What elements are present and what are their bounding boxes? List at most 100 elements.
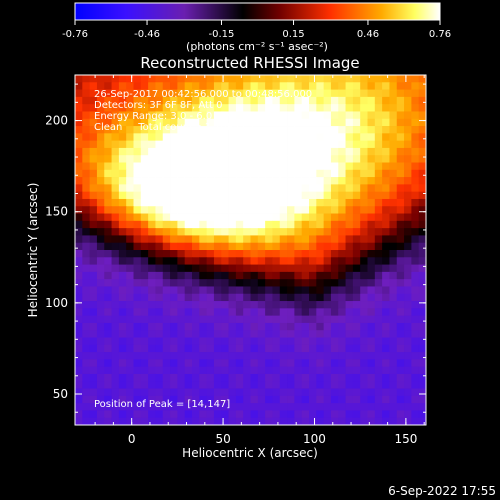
heatmap-cell <box>360 395 368 404</box>
heatmap-cell <box>96 250 105 258</box>
heatmap-cell <box>250 373 259 382</box>
heatmap-cell <box>75 373 83 382</box>
heatmap-cell <box>382 133 390 142</box>
heatmap-cell <box>309 206 317 214</box>
heatmap-cell <box>104 126 112 134</box>
heatmap-cell <box>396 96 405 105</box>
heatmap-cell <box>177 206 186 214</box>
heatmap-cell <box>250 184 259 193</box>
heatmap-cell <box>140 417 149 426</box>
heatmap-cell <box>89 111 98 120</box>
heatmap-cell <box>199 184 208 193</box>
heatmap-cell <box>309 235 317 244</box>
heatmap-cell <box>235 366 244 375</box>
heatmap-cell <box>367 352 376 360</box>
heatmap-cell <box>155 250 164 258</box>
heatmap-cell <box>111 344 120 353</box>
heatmap-cell <box>265 155 273 163</box>
heatmap-cell <box>404 133 412 142</box>
heatmap-cell <box>396 213 405 222</box>
heatmap-cell <box>243 198 251 207</box>
heatmap-cell <box>133 293 142 302</box>
heatmap-cell <box>360 213 368 222</box>
heatmap-cell <box>148 366 156 375</box>
heatmap-cell <box>404 279 412 287</box>
heatmap-cell <box>89 75 98 83</box>
heatmap-cell <box>257 177 266 185</box>
heatmap-cell <box>257 220 266 229</box>
heatmap-cell <box>396 104 405 112</box>
heatmap-cell <box>192 118 200 127</box>
heatmap-cell <box>323 315 332 324</box>
heatmap-cell <box>272 75 281 83</box>
heatmap-cell <box>338 250 346 258</box>
heatmap-cell <box>287 118 295 127</box>
heatmap-cell <box>96 366 105 375</box>
heatmap-cell <box>133 169 142 178</box>
heatmap-cell <box>104 111 112 120</box>
heatmap-cell <box>265 395 273 404</box>
heatmap-cell <box>96 381 105 389</box>
heatmap-cell <box>294 366 303 375</box>
heatmap-cell <box>177 242 186 251</box>
heatmap-cell <box>265 417 273 426</box>
heatmap-cell <box>89 330 98 338</box>
heatmap-cell <box>170 293 178 302</box>
heatmap-cell <box>374 293 383 302</box>
heatmap-cell <box>404 235 412 244</box>
heatmap-cell <box>411 250 420 258</box>
heatmap-cell <box>206 250 215 258</box>
heatmap-cell <box>162 235 171 244</box>
heatmap-cell <box>96 198 105 207</box>
heatmap-cell <box>148 235 156 244</box>
heatmap-cell <box>213 264 222 273</box>
heatmap-cell <box>213 206 222 214</box>
heatmap-cell <box>243 82 251 90</box>
heatmap-cell <box>316 330 325 338</box>
heatmap-cell <box>162 228 171 236</box>
heatmap-cell <box>265 75 273 83</box>
heatmap-cell <box>177 111 186 120</box>
heatmap-cell <box>111 155 120 163</box>
heatmap-cell <box>404 75 412 83</box>
heatmap-cell <box>411 220 420 229</box>
heatmap-cell <box>257 242 266 251</box>
heatmap-cell <box>323 147 332 156</box>
heatmap-cell <box>82 75 91 83</box>
heatmap-cell <box>133 155 142 163</box>
heatmap-cell <box>279 228 288 236</box>
heatmap-cell <box>396 286 405 295</box>
heatmap-cell <box>89 271 98 280</box>
heatmap-cell <box>118 388 127 397</box>
heatmap-cell <box>118 155 127 163</box>
heatmap-cell <box>316 373 325 382</box>
heatmap-cell <box>206 75 215 83</box>
heatmap-cell <box>82 381 91 389</box>
heatmap-cell <box>367 184 376 193</box>
heatmap-cell <box>177 147 186 156</box>
heatmap-cell <box>148 206 156 214</box>
heatmap-cell <box>279 162 288 171</box>
heatmap-cell <box>338 82 346 90</box>
heatmap-cell <box>257 315 266 324</box>
heatmap-cell <box>199 228 208 236</box>
heatmap-cell <box>287 271 295 280</box>
heatmap-cell <box>360 147 368 156</box>
heatmap-cell <box>213 352 222 360</box>
heatmap-cell <box>250 403 259 411</box>
heatmap-cell <box>155 257 164 265</box>
heatmap-cell <box>162 279 171 287</box>
heatmap-cell <box>352 242 361 251</box>
heatmap-cell <box>162 395 171 404</box>
heatmap-cell <box>367 250 376 258</box>
heatmap-cell <box>192 111 200 120</box>
heatmap-cell <box>330 337 339 346</box>
heatmap-cell <box>309 337 317 346</box>
heatmap-cell <box>250 169 259 178</box>
heatmap-cell <box>162 410 171 419</box>
heatmap-cell <box>177 410 186 419</box>
heatmap-cell <box>367 344 376 353</box>
colorbar-tick-label: -0.15 <box>209 29 235 40</box>
heatmap-cell <box>287 220 295 229</box>
heatmap-cell <box>374 198 383 207</box>
